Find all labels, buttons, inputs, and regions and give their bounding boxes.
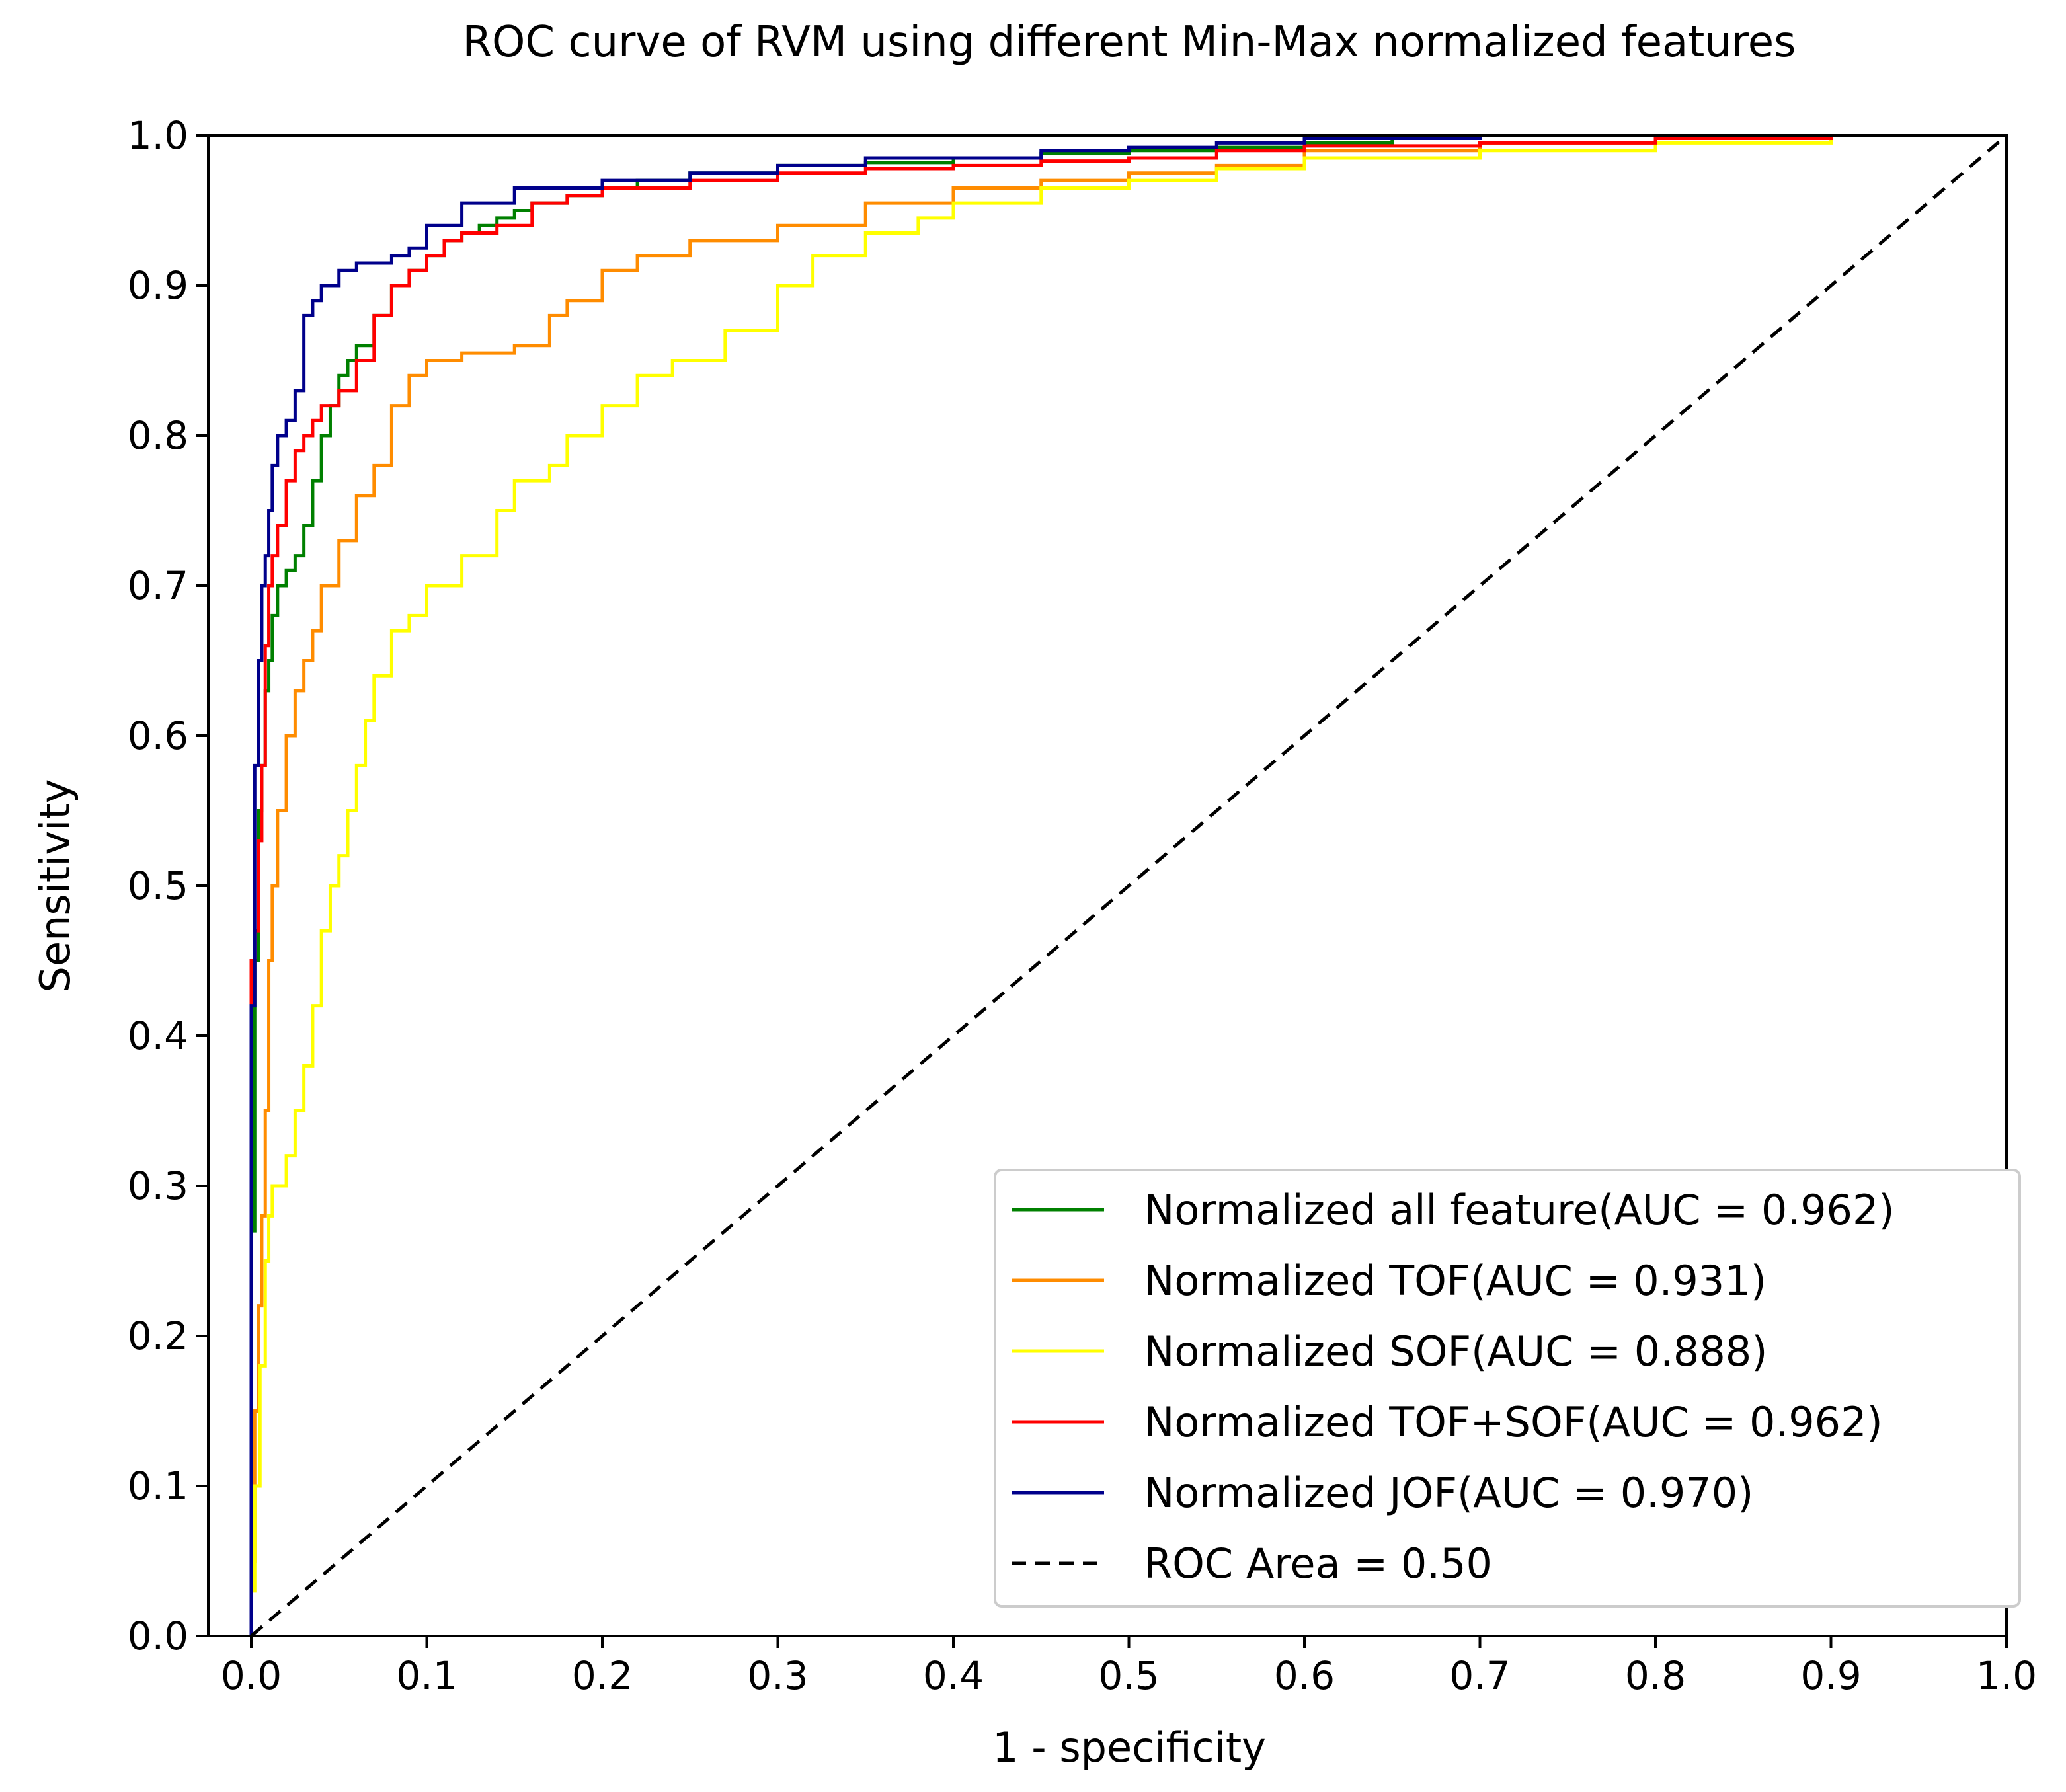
legend-label-5: ROC Area = 0.50 bbox=[1144, 1539, 1492, 1588]
y-tick-label: 0.2 bbox=[128, 1313, 188, 1358]
x-tick-label: 1.0 bbox=[1976, 1653, 2037, 1698]
legend-label-3: Normalized TOF+SOF(AUC = 0.962) bbox=[1144, 1398, 1883, 1446]
y-tick-label: 0.3 bbox=[128, 1163, 188, 1208]
x-tick-label: 0.3 bbox=[747, 1653, 808, 1698]
x-tick-label: 0.6 bbox=[1274, 1653, 1335, 1698]
y-tick-label: 0.7 bbox=[128, 563, 188, 608]
x-tick-label: 0.0 bbox=[221, 1653, 282, 1698]
y-tick-label: 1.0 bbox=[128, 113, 188, 158]
chart-title: ROC curve of RVM using different Min-Max… bbox=[463, 18, 1796, 67]
legend-box bbox=[994, 1169, 2021, 1608]
y-axis-label: Sensitivity bbox=[31, 779, 79, 993]
x-tick-label: 0.2 bbox=[572, 1653, 633, 1698]
x-tick-label: 0.5 bbox=[1098, 1653, 1159, 1698]
legend-label-4: Normalized JOF(AUC = 0.970) bbox=[1144, 1469, 1753, 1517]
x-tick-label: 0.4 bbox=[923, 1653, 984, 1698]
series-line-2 bbox=[249, 134, 2006, 1636]
series-line-3 bbox=[249, 134, 2006, 1636]
x-tick-label: 0.8 bbox=[1625, 1653, 1686, 1698]
y-tick-label: 0.1 bbox=[128, 1463, 188, 1508]
y-tick-label: 0.4 bbox=[128, 1013, 188, 1058]
plot-frame bbox=[207, 134, 2008, 1637]
series-line-4 bbox=[249, 134, 2006, 1636]
plot-area bbox=[249, 134, 2008, 1637]
y-tick-label: 0.8 bbox=[128, 413, 188, 458]
legend-label-2: Normalized SOF(AUC = 0.888) bbox=[1144, 1327, 1767, 1376]
y-tick-label: 0.6 bbox=[128, 713, 188, 758]
y-tick-label: 0.0 bbox=[128, 1614, 188, 1658]
x-tick-label: 0.9 bbox=[1800, 1653, 1861, 1698]
series-line-5 bbox=[250, 134, 2008, 1637]
legend-label-0: Normalized all feature(AUC = 0.962) bbox=[1144, 1186, 1895, 1234]
legend: Normalized all feature(AUC = 0.962) Norma… bbox=[994, 1169, 2021, 1608]
x-tick-label: 0.1 bbox=[396, 1653, 457, 1698]
x-tick-label: 0.7 bbox=[1449, 1653, 1510, 1698]
legend-label-1: Normalized TOF(AUC = 0.931) bbox=[1144, 1257, 1767, 1305]
y-tick-label: 0.5 bbox=[128, 863, 188, 908]
y-tick-label: 0.9 bbox=[128, 263, 188, 308]
axes: 0.0 0.1 0.2 0.3 0.4 0.5 0.6 0.7 0.8 0.9 1.0 0.0 0.1 0… bbox=[128, 113, 2037, 1698]
x-axis-label: 1 - specificity bbox=[992, 1723, 1266, 1772]
